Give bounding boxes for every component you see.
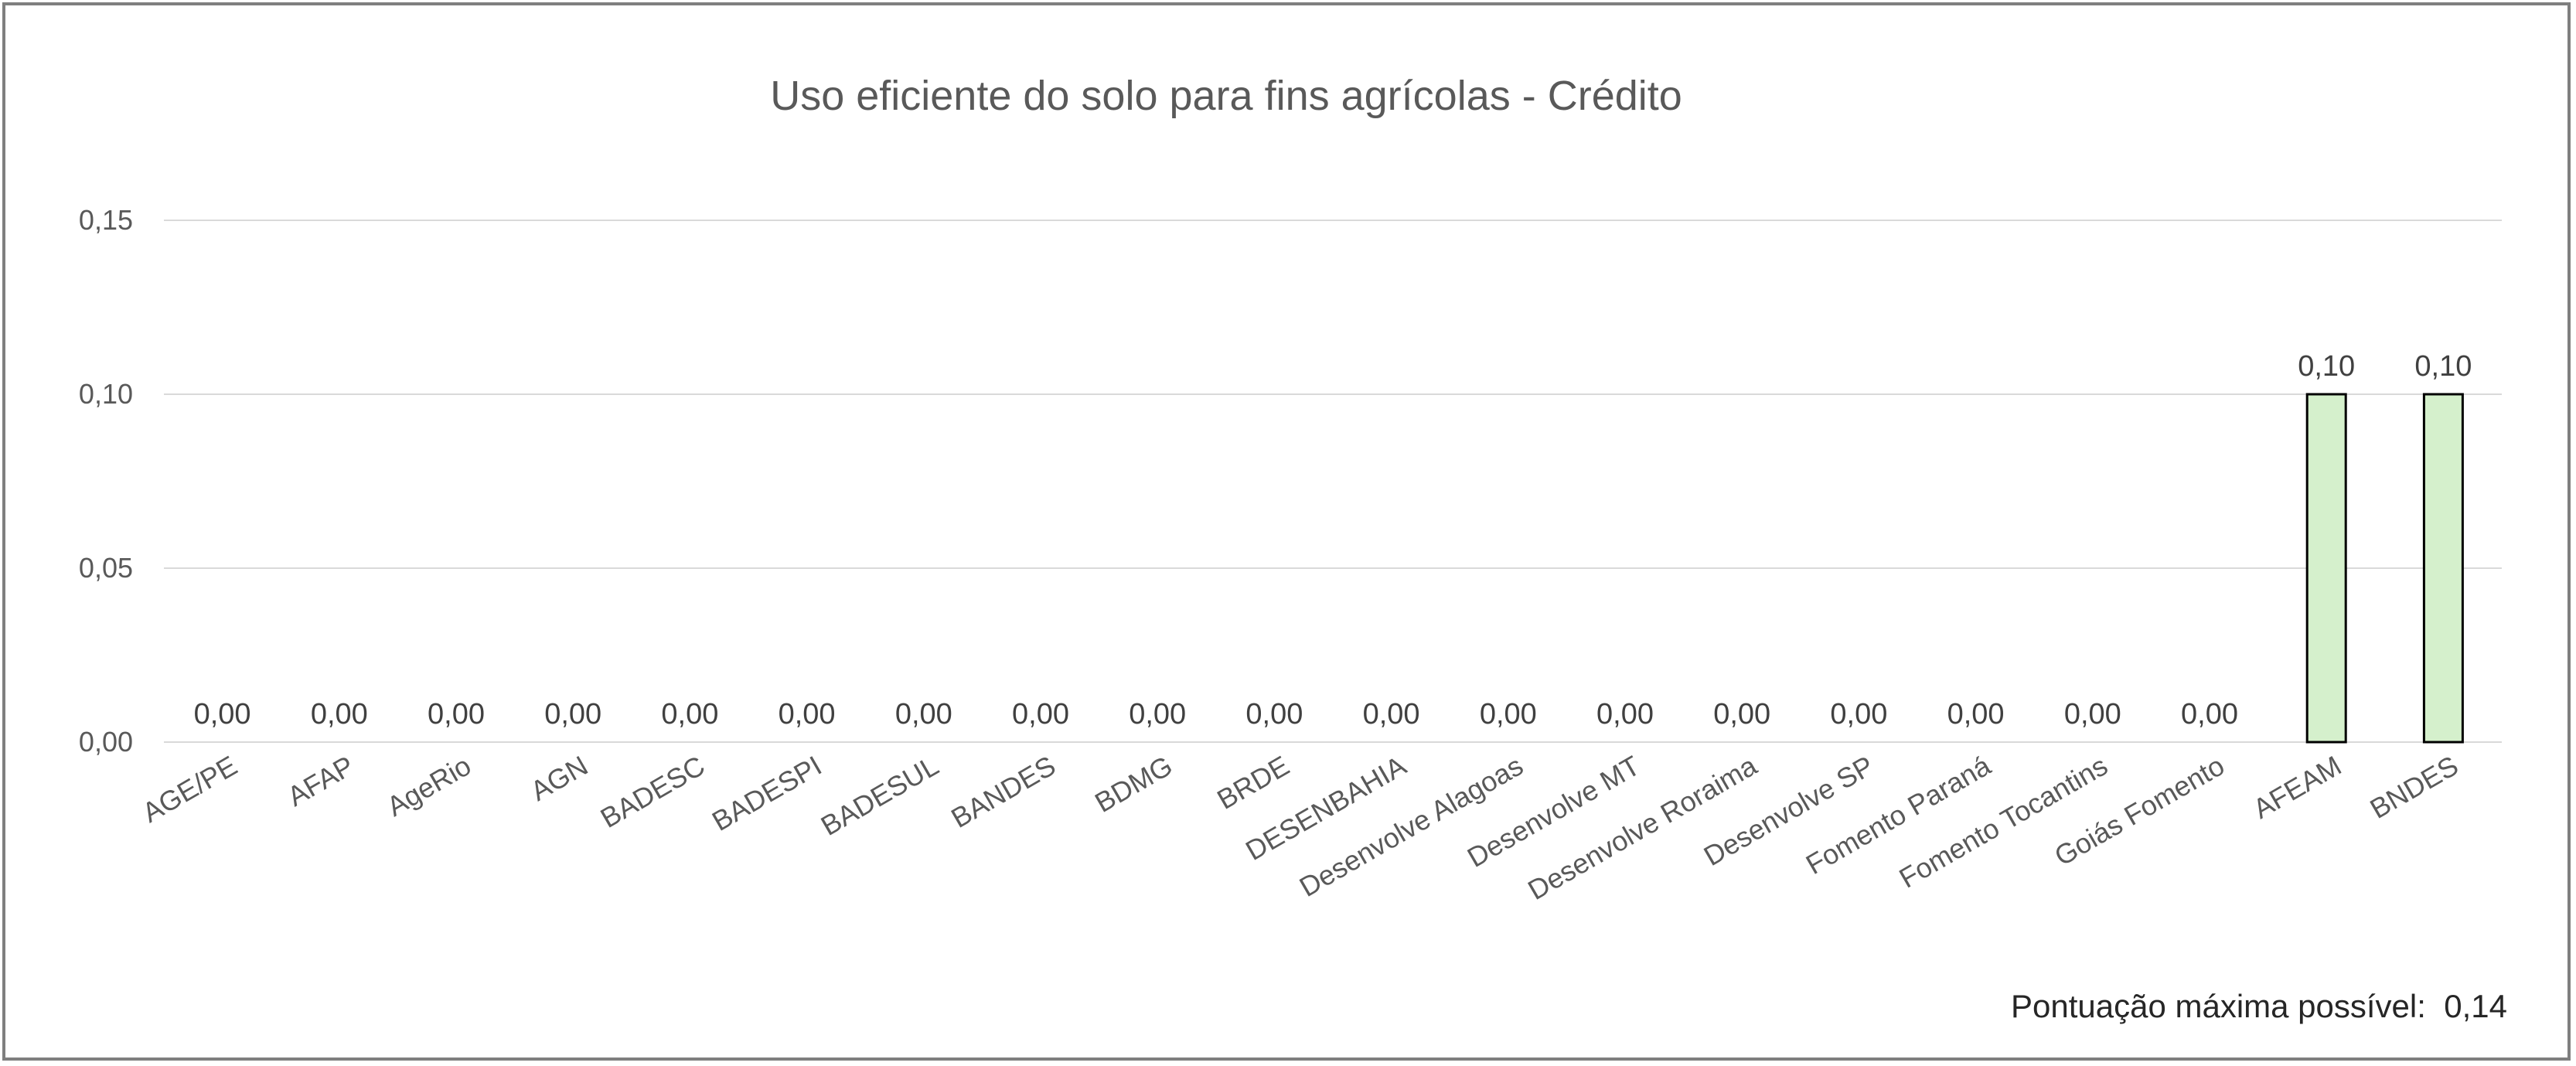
x-tick-label: AgeRio xyxy=(381,749,476,822)
data-label: 0,00 xyxy=(1947,698,2005,731)
data-label: 0,00 xyxy=(661,698,718,731)
y-tick-label: 0,10 xyxy=(79,378,133,410)
x-tick-label: Desenvolve Alagoas xyxy=(1294,749,1528,903)
x-tick-label: BADESPI xyxy=(707,749,827,837)
x-tick-label: AFAP xyxy=(282,749,359,812)
data-label: 0,00 xyxy=(1713,698,1770,731)
x-tick-label: BNDES xyxy=(2364,749,2463,825)
data-label: 0,00 xyxy=(779,698,836,731)
data-label: 0,00 xyxy=(311,698,368,731)
data-label: 0,00 xyxy=(1245,698,1303,731)
chart-title: Uso eficiente do solo para fins agrícola… xyxy=(770,73,1682,119)
data-label: 0,00 xyxy=(544,698,601,731)
data-label: 0,00 xyxy=(1363,698,1420,731)
y-tick-label: 0,00 xyxy=(79,726,133,758)
y-tick-label: 0,15 xyxy=(79,204,133,236)
data-label: 0,00 xyxy=(1830,698,1887,731)
max-score-note: Pontuação máxima possível: 0,14 xyxy=(2011,988,2507,1024)
data-label: 0,00 xyxy=(194,698,251,731)
bar xyxy=(2305,393,2347,744)
bar xyxy=(2422,393,2464,744)
x-tick-label: BRDE xyxy=(1211,749,1294,816)
x-tick-label: BANDES xyxy=(946,749,1061,834)
x-tick-label: BADESC xyxy=(595,749,710,834)
data-label: 0,10 xyxy=(2298,350,2355,383)
data-label: 0,10 xyxy=(2414,350,2472,383)
data-label: 0,00 xyxy=(1012,698,1069,731)
data-label: 0,00 xyxy=(1129,698,1186,731)
x-tick-label: AGE/PE xyxy=(137,749,243,829)
x-tick-label: AGN xyxy=(525,749,593,807)
x-tick-label: AFEAM xyxy=(2247,749,2346,825)
data-label: 0,00 xyxy=(1480,698,1537,731)
x-tick-label: Fomento Tocantins xyxy=(1893,749,2112,894)
data-label: 0,00 xyxy=(428,698,485,731)
data-label: 0,00 xyxy=(2181,698,2238,731)
x-tick-label: BADESUL xyxy=(816,749,944,842)
data-label: 0,00 xyxy=(895,698,952,731)
data-label: 0,00 xyxy=(2064,698,2121,731)
y-tick-label: 0,05 xyxy=(79,552,133,584)
data-label: 0,00 xyxy=(1596,698,1654,731)
x-tick-label: BDMG xyxy=(1089,749,1177,819)
